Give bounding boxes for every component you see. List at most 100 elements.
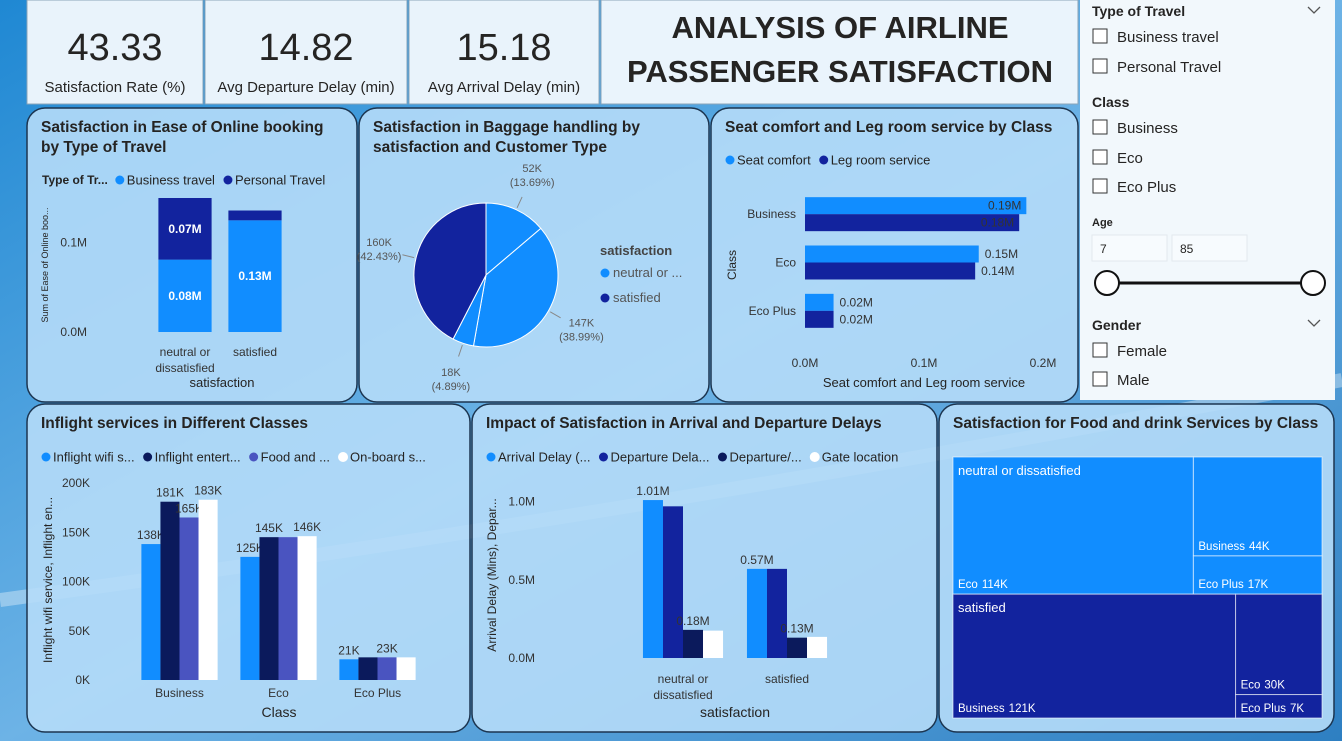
chart-title: Inflight services in Different Classes bbox=[41, 415, 308, 432]
legend-title: Type of Tr... bbox=[42, 173, 108, 187]
x-tick-label: 0.0M bbox=[792, 356, 819, 370]
leader-line bbox=[402, 254, 415, 259]
y-tick-label: Eco bbox=[775, 256, 796, 270]
legend-label: Inflight wifi s... bbox=[53, 450, 135, 465]
bar bbox=[683, 629, 704, 658]
treemap-label: Eco Plus 17K bbox=[1198, 579, 1268, 591]
y-axis-title: Arrival Delay (Mins), Depar... bbox=[485, 498, 499, 651]
chart-title: Satisfaction in Ease of Online booking by… bbox=[41, 119, 323, 156]
filter-option[interactable]: Personal Travel bbox=[1117, 59, 1221, 76]
bar bbox=[746, 568, 767, 658]
filter-title: Class bbox=[1092, 94, 1130, 110]
y-axis-title: Inflight wifi service, Inflight en... bbox=[41, 497, 55, 663]
data-label: 0.13M bbox=[780, 622, 813, 636]
treemap-group-label: neutral or dissatisfied bbox=[958, 463, 1081, 478]
age-input[interactable] bbox=[1091, 234, 1168, 262]
bar bbox=[766, 568, 787, 658]
legend-label: Gate location bbox=[822, 450, 899, 465]
chevron[interactable] bbox=[1307, 6, 1321, 14]
x-tick-label: neutral or dissatisfied bbox=[653, 672, 712, 702]
data-label: 18K bbox=[441, 367, 461, 379]
bar bbox=[642, 500, 663, 658]
filter-option[interactable]: Business travel bbox=[1117, 29, 1219, 46]
bar bbox=[805, 262, 976, 280]
legend-marker bbox=[41, 452, 51, 462]
bar bbox=[807, 636, 828, 658]
filter-title: Age bbox=[1092, 217, 1113, 229]
treemap-category: Eco bbox=[958, 579, 978, 591]
data-label: 0.57M bbox=[740, 553, 773, 567]
percent-label: (42.43%) bbox=[357, 251, 402, 263]
y-tick-label: Business bbox=[747, 207, 796, 221]
title-box bbox=[600, 0, 1079, 105]
kpi-value: 14.82 bbox=[258, 27, 353, 69]
x-tick-label: 0.1M bbox=[911, 356, 938, 370]
slider-handle[interactable] bbox=[1094, 270, 1120, 296]
treemap-category: Business bbox=[958, 703, 1005, 715]
x-axis-title: Seat comfort and Leg room service bbox=[823, 375, 1025, 390]
data-label: 160K bbox=[366, 237, 392, 249]
bar bbox=[787, 637, 808, 658]
x-tick-label: satisfied bbox=[233, 345, 277, 359]
slider-handle[interactable] bbox=[1300, 270, 1326, 296]
filter-option[interactable]: Business bbox=[1117, 120, 1178, 137]
data-label: 0.02M bbox=[840, 295, 873, 309]
legend-marker bbox=[223, 175, 233, 185]
chart-title: Impact of Satisfaction in Arrival and De… bbox=[486, 415, 882, 432]
treemap-value: 30K bbox=[1264, 680, 1285, 692]
bar bbox=[228, 220, 282, 332]
filter-option[interactable]: Male bbox=[1117, 372, 1150, 389]
treemap-group-label: satisfied bbox=[958, 600, 1006, 615]
checkbox[interactable] bbox=[1092, 149, 1108, 165]
bar bbox=[662, 506, 683, 658]
y-tick-label: 0.5M bbox=[508, 573, 535, 587]
legend-marker bbox=[809, 452, 820, 462]
y-tick-label: Eco Plus bbox=[749, 304, 796, 318]
kpi-label: Avg Departure Delay (min) bbox=[217, 79, 394, 96]
filter-option[interactable]: Female bbox=[1117, 343, 1167, 360]
y-tick-label: 0.0M bbox=[508, 651, 535, 665]
age-input[interactable] bbox=[1171, 234, 1248, 262]
data-label: 0.15M bbox=[985, 247, 1018, 261]
legend-marker bbox=[115, 175, 125, 185]
x-axis-title: Class bbox=[261, 704, 296, 720]
checkbox[interactable] bbox=[1092, 371, 1108, 387]
y-tick-label: 0K bbox=[75, 673, 90, 687]
bar bbox=[198, 499, 218, 680]
filter-title: Gender bbox=[1092, 317, 1142, 333]
checkbox[interactable] bbox=[1092, 342, 1108, 358]
legend-label: Departure Dela... bbox=[610, 450, 709, 465]
legend-label: Departure/... bbox=[729, 450, 801, 465]
data-label: 21K bbox=[338, 643, 359, 657]
checkbox[interactable] bbox=[1092, 28, 1108, 44]
x-axis-title: satisfaction bbox=[700, 704, 770, 720]
filter-option[interactable]: Eco Plus bbox=[1117, 179, 1176, 196]
checkbox[interactable] bbox=[1092, 178, 1108, 194]
bar bbox=[297, 536, 317, 680]
bar bbox=[141, 544, 161, 680]
legend-label: Leg room service bbox=[831, 153, 931, 168]
percent-label: (4.89%) bbox=[432, 381, 471, 393]
checkbox[interactable] bbox=[1092, 119, 1108, 135]
bar bbox=[240, 556, 260, 680]
checkbox[interactable] bbox=[1092, 58, 1108, 74]
y-axis-title: Sum of Ease of Online boo... bbox=[40, 207, 50, 322]
kpi-label: Avg Arrival Delay (min) bbox=[428, 79, 580, 96]
age-value[interactable]: 85 bbox=[1180, 242, 1194, 256]
treemap-cell bbox=[1192, 555, 1323, 595]
legend-label: On-board s... bbox=[350, 450, 426, 465]
data-label: 181K bbox=[156, 486, 184, 500]
data-label: 0.08M bbox=[168, 289, 201, 303]
treemap-label: Eco Plus 7K bbox=[1241, 703, 1305, 715]
data-label: 0.19M bbox=[988, 199, 1021, 213]
legend-marker bbox=[600, 268, 610, 278]
percent-label: (38.99%) bbox=[559, 332, 604, 344]
treemap-cell bbox=[1235, 694, 1323, 719]
legend-label: Personal Travel bbox=[235, 173, 325, 188]
data-label: 125K bbox=[236, 541, 264, 555]
data-label: 145K bbox=[255, 521, 283, 535]
bar bbox=[805, 293, 834, 311]
age-value[interactable]: 7 bbox=[1100, 242, 1107, 256]
chevron[interactable] bbox=[1307, 319, 1321, 327]
filter-option[interactable]: Eco bbox=[1117, 150, 1143, 167]
